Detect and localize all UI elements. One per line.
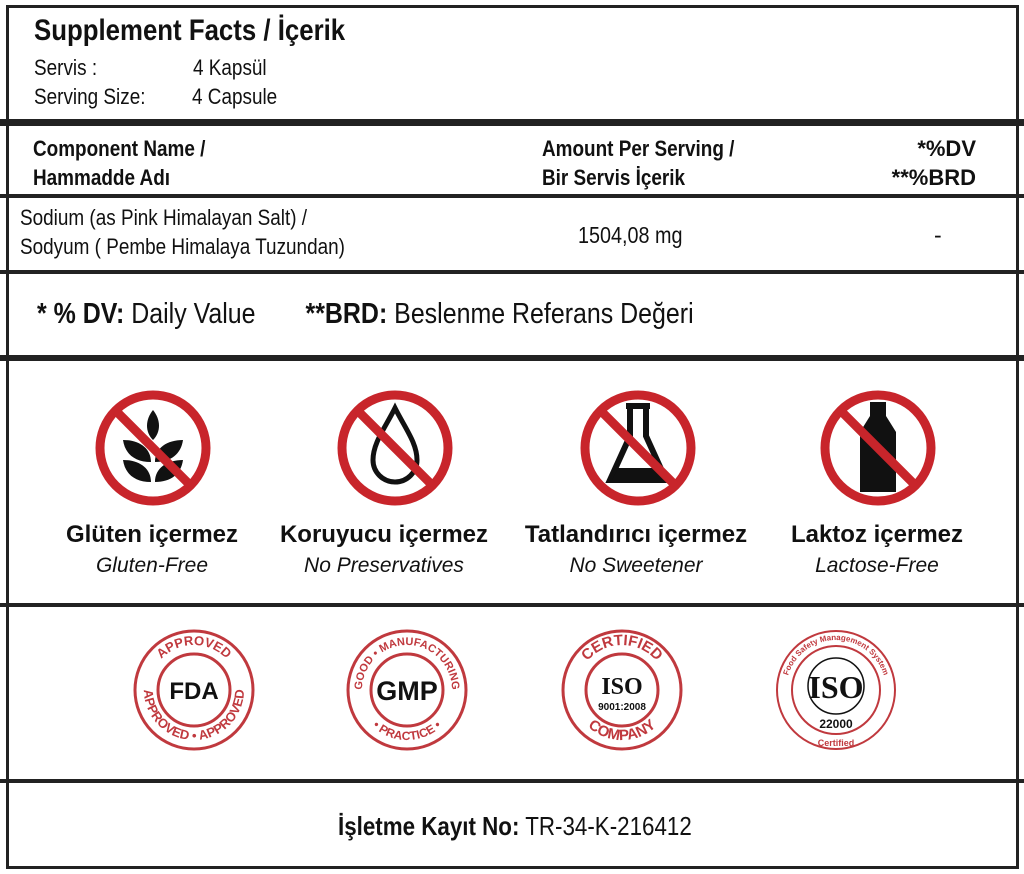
divider bbox=[0, 119, 1024, 126]
no-gluten-wheat-icon bbox=[95, 390, 211, 506]
svg-text:CERTIFIED: CERTIFIED bbox=[578, 632, 666, 664]
brd-key: **BRD: bbox=[305, 298, 388, 330]
seal-ring-text: Certified bbox=[818, 738, 855, 748]
servis-value-text: 4 Kapsül bbox=[193, 55, 267, 80]
servis-label: Servis : bbox=[34, 55, 107, 81]
no-preservatives-sublabel: No Preservatives bbox=[304, 554, 464, 577]
dv-key: * % DV: bbox=[37, 298, 125, 330]
registration-value: TR-34-K-216412 bbox=[525, 811, 692, 841]
col-line: **%BRD bbox=[891, 165, 976, 190]
gluten-free-sublabel: Gluten-Free bbox=[95, 554, 209, 577]
supplement-facts-panel bbox=[6, 5, 1019, 869]
divider bbox=[0, 603, 1024, 607]
column-header-amount: Amount Per Serving / Bir Servis İçerik bbox=[542, 134, 766, 192]
registration-number: İşletme Kayıt No: TR-34-K-216412 bbox=[338, 811, 749, 842]
col-line: Hammadde Adı bbox=[33, 165, 171, 190]
svg-text:COMPANY: COMPANY bbox=[585, 716, 659, 744]
seal-ring-text: COMPANY bbox=[585, 716, 659, 744]
iso-22000-seal-icon: Food Safety Management System Certified … bbox=[776, 630, 896, 750]
no-sweetener-flask-icon bbox=[580, 390, 696, 506]
amount-text: 1504,08 mg bbox=[578, 222, 683, 248]
col-line: *%DV bbox=[917, 136, 976, 161]
servis-value: 4 Kapsül bbox=[193, 55, 279, 81]
title-text: Supplement Facts / İçerik bbox=[34, 14, 346, 47]
brd-text: Beslenme Referans Değeri bbox=[394, 298, 694, 330]
col-line: Bir Servis İçerik bbox=[542, 165, 686, 190]
legend: * % DV: Daily Value **BRD: Beslenme Refe… bbox=[37, 298, 694, 331]
seal-center-text: ISO bbox=[601, 674, 642, 700]
serving-size-value: 4 Capsule bbox=[192, 84, 291, 110]
serving-size-value-text: 4 Capsule bbox=[192, 84, 278, 109]
dv-value: - bbox=[934, 222, 942, 248]
serving-size-label: Serving Size: bbox=[34, 84, 164, 110]
divider bbox=[0, 355, 1024, 361]
seal-center-text: FDA bbox=[169, 678, 218, 705]
lactose-free-sublabel: Lactose-Free bbox=[815, 554, 939, 577]
amount-value: 1504,08 mg bbox=[578, 222, 699, 249]
name-line: Sodium (as Pink Himalayan Salt) / bbox=[20, 205, 308, 230]
gmp-seal-icon: GOOD • MANUFACTURING • PRACTICE • GMP bbox=[346, 629, 468, 751]
seal-sub-text: 22000 bbox=[819, 717, 853, 731]
seal-ring-text: CERTIFIED bbox=[578, 632, 666, 664]
lactose-free-label: Laktoz içermez bbox=[790, 521, 964, 548]
registration-label: İşletme Kayıt No: bbox=[338, 811, 520, 841]
servis-label-text: Servis : bbox=[34, 55, 98, 80]
no-preservative-drop-icon bbox=[337, 390, 453, 506]
component-name: Sodium (as Pink Himalayan Salt) / Sodyum … bbox=[20, 203, 398, 261]
name-line: Sodyum ( Pembe Himalaya Tuzundan) bbox=[20, 234, 345, 259]
page-title: Supplement Facts / İçerik bbox=[34, 14, 396, 48]
svg-text:• PRACTICE •: • PRACTICE • bbox=[370, 718, 443, 743]
no-sweetener-sublabel: No Sweetener bbox=[569, 554, 703, 577]
no-sweetener-label: Tatlandırıcı içermez bbox=[524, 521, 748, 548]
no-preservatives-label: Koruyucu içermez bbox=[279, 521, 489, 548]
dv-text: Daily Value bbox=[131, 298, 256, 330]
iso-9001-seal-icon: CERTIFIED COMPANY ISO 9001:2008 bbox=[561, 629, 683, 751]
seal-ring-text: • PRACTICE • bbox=[370, 718, 443, 743]
column-header-dv: *%DV **%BRD bbox=[892, 134, 976, 192]
no-lactose-bottle-icon bbox=[820, 390, 936, 506]
divider bbox=[0, 270, 1024, 274]
col-line: Component Name / bbox=[33, 136, 206, 161]
gluten-free-label: Glüten içermez bbox=[65, 521, 239, 548]
serving-size-label-text: Serving Size: bbox=[34, 84, 146, 109]
seal-sub-text: 9001:2008 bbox=[598, 702, 646, 713]
seal-center-text: GMP bbox=[376, 676, 438, 706]
seal-center-text: ISO bbox=[808, 669, 863, 705]
column-header-component: Component Name / Hammadde Adı bbox=[33, 134, 233, 192]
divider bbox=[0, 779, 1024, 783]
col-line: Amount Per Serving / bbox=[542, 136, 735, 161]
fda-approved-seal-icon: APPROVED APPROVED • APPROVED FDA bbox=[133, 629, 255, 751]
divider bbox=[0, 194, 1024, 198]
